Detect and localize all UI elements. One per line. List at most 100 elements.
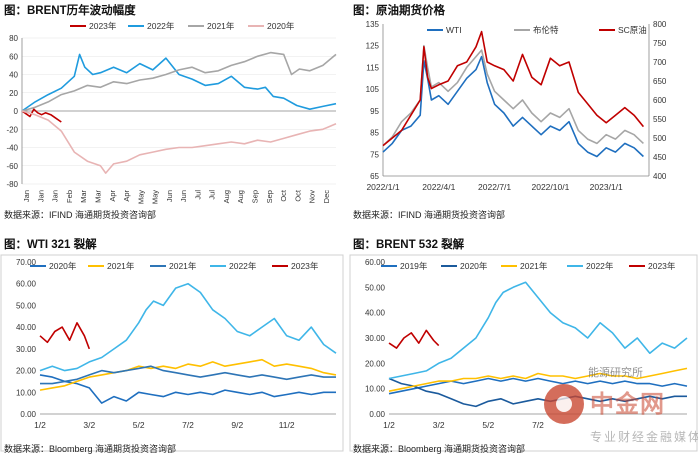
x-tick-label: Jan <box>36 190 45 202</box>
legend-label: 2020年 <box>460 261 488 271</box>
y-tick-label: 40.00 <box>16 323 37 332</box>
x-tick-label: May <box>136 190 145 204</box>
legend-label: 2021年 <box>169 261 197 271</box>
series-line <box>388 367 688 392</box>
legend-label: SC原油 <box>618 25 647 35</box>
panel-brent-crack: 图：BRENT 532 裂解 0.00 10.00 20.00 30.00 40.00 5… <box>349 230 698 455</box>
watermark-sub: 能源研究所 <box>588 367 643 379</box>
y2-tick-label: 400 <box>653 172 667 181</box>
y2-tick-label: 800 <box>653 20 667 29</box>
x-tick-label: 3/2 <box>83 420 95 430</box>
series-line <box>39 358 337 391</box>
y-tick-label: 85 <box>370 129 379 138</box>
panel-brent-volatility: 图：BRENT历年波动幅度 -80 -60 -40 -20 0 20 40 60 80 Jan Ja… <box>0 0 344 225</box>
y-tick-label: 0 <box>14 107 19 116</box>
x-tick-label: 5/2 <box>482 420 494 430</box>
legend-label: 2020年 <box>267 21 295 31</box>
y-tick-label: 40.00 <box>365 309 386 318</box>
y-tick-label: 20.00 <box>365 359 386 368</box>
y-tick-label: 0.00 <box>20 410 36 419</box>
y-tick-label: -40 <box>6 144 18 153</box>
series-line <box>21 53 337 112</box>
y2-tick-label: 500 <box>653 134 667 143</box>
y-tick-label: 95 <box>370 107 379 116</box>
legend-label: WTI <box>446 25 462 35</box>
brent-crack-chart: 0.00 10.00 20.00 30.00 40.00 50.00 60.00 1/2 3/2… <box>349 254 698 452</box>
y-tick-label: 10.00 <box>365 385 386 394</box>
series-line <box>21 108 62 123</box>
y-tick-label: 75 <box>370 150 379 159</box>
y-tick-label: 50.00 <box>365 283 386 292</box>
legend-label: 2021年 <box>520 261 548 271</box>
chart-source: 数据来源：IFIND 海通期货投资咨询部 <box>4 210 156 220</box>
series-line <box>388 377 688 395</box>
y-tick-label: 60.00 <box>16 280 37 289</box>
x-tick-label: Sep <box>265 190 274 203</box>
series-line <box>388 281 688 380</box>
y-tick-label: 135 <box>366 20 380 29</box>
legend-label: 2022年 <box>229 261 257 271</box>
y2-tick-label: 550 <box>653 115 667 124</box>
y-tick-label: 30.00 <box>16 345 37 354</box>
y-tick-label: 65 <box>370 172 379 181</box>
legend-label: 2019年 <box>400 261 428 271</box>
x-tick-label: Jul <box>193 190 202 200</box>
y-tick-label: 115 <box>366 63 379 72</box>
y2-tick-label: 700 <box>653 58 667 67</box>
chart-source: 数据来源：Bloomberg 海通期货投资咨询部 <box>4 444 177 454</box>
x-tick-label: 2022/7/1 <box>478 182 511 192</box>
wti-crack-chart: 0.00 10.00 20.00 30.00 40.00 50.00 60.00 70.00 1… <box>0 254 344 452</box>
y-tick-label: -60 <box>6 162 18 171</box>
x-tick-label: 2022/10/1 <box>531 182 569 192</box>
legend-label: 2023年 <box>89 21 117 31</box>
x-tick-label: Sep <box>251 190 260 203</box>
x-tick-label: Apr <box>108 189 117 201</box>
x-tick-label: May <box>151 190 160 204</box>
chart-source: 数据来源：Bloomberg 海通期货投资咨询部 <box>353 444 526 454</box>
y-tick-label: 60 <box>9 52 18 61</box>
series-line <box>388 329 440 349</box>
watermark-logo-icon <box>544 384 584 424</box>
legend-label: 2021年 <box>107 261 135 271</box>
y-tick-label: 70.00 <box>16 258 37 267</box>
y-tick-label: 50.00 <box>16 301 37 310</box>
x-tick-label: Jun <box>165 190 174 202</box>
y2-tick-label: 450 <box>653 153 667 162</box>
x-tick-label: Mar <box>94 190 103 203</box>
x-tick-label: Jan <box>51 190 60 202</box>
x-tick-label: Feb <box>65 190 74 203</box>
x-tick-label: Dec <box>322 190 331 204</box>
y-tick-label: 125 <box>366 42 380 51</box>
x-tick-label: 7/2 <box>532 420 544 430</box>
x-tick-label: Oct <box>293 189 302 202</box>
y-tick-label: 20 <box>9 89 18 98</box>
y-tick-label: 0.00 <box>369 410 385 419</box>
x-tick-label: Jul <box>208 190 217 200</box>
watermark-tag: 专业财经金融媒体 <box>590 430 698 444</box>
panel-wti-crack: 图：WTI 321 裂解 0.00 10.00 20.00 30.00 40.00 50.… <box>0 230 344 455</box>
y-tick-label: 30.00 <box>365 334 386 343</box>
chart-title: 图：WTI 321 裂解 <box>4 239 97 251</box>
chart-title: 图：原油期货价格 <box>353 5 445 17</box>
legend-label: 2020年 <box>49 261 77 271</box>
x-tick-label: Oct <box>279 189 288 202</box>
x-tick-label: 7/2 <box>182 420 194 430</box>
x-tick-label: 2022/4/1 <box>422 182 455 192</box>
panel-crude-futures: 图：原油期货价格 65 75 85 95 105 115 125 135 400 450 500 55… <box>349 0 698 225</box>
x-tick-label: 1/2 <box>383 420 395 430</box>
x-tick-label: Jan <box>22 190 31 202</box>
x-tick-label: 3/2 <box>433 420 445 430</box>
legend-label: 2023年 <box>291 261 319 271</box>
crude-futures-chart: 65 75 85 95 105 115 125 135 400 450 500 550 600 650 70… <box>366 20 667 192</box>
x-tick-label: Mar <box>79 190 88 203</box>
legend-label: 布伦特 <box>533 25 559 35</box>
y-tick-label: -20 <box>6 125 18 134</box>
chart-border <box>0 254 344 452</box>
series-line <box>21 110 337 174</box>
y-tick-label: 105 <box>366 85 380 94</box>
legend-label: 2022年 <box>586 261 614 271</box>
chart-source: 数据来源：IFIND 海通期货投资咨询部 <box>353 210 505 220</box>
x-tick-label: Aug <box>222 190 231 203</box>
chart-title: 图：BRENT 532 裂解 <box>353 239 465 251</box>
legend-label: 2022年 <box>147 21 175 31</box>
